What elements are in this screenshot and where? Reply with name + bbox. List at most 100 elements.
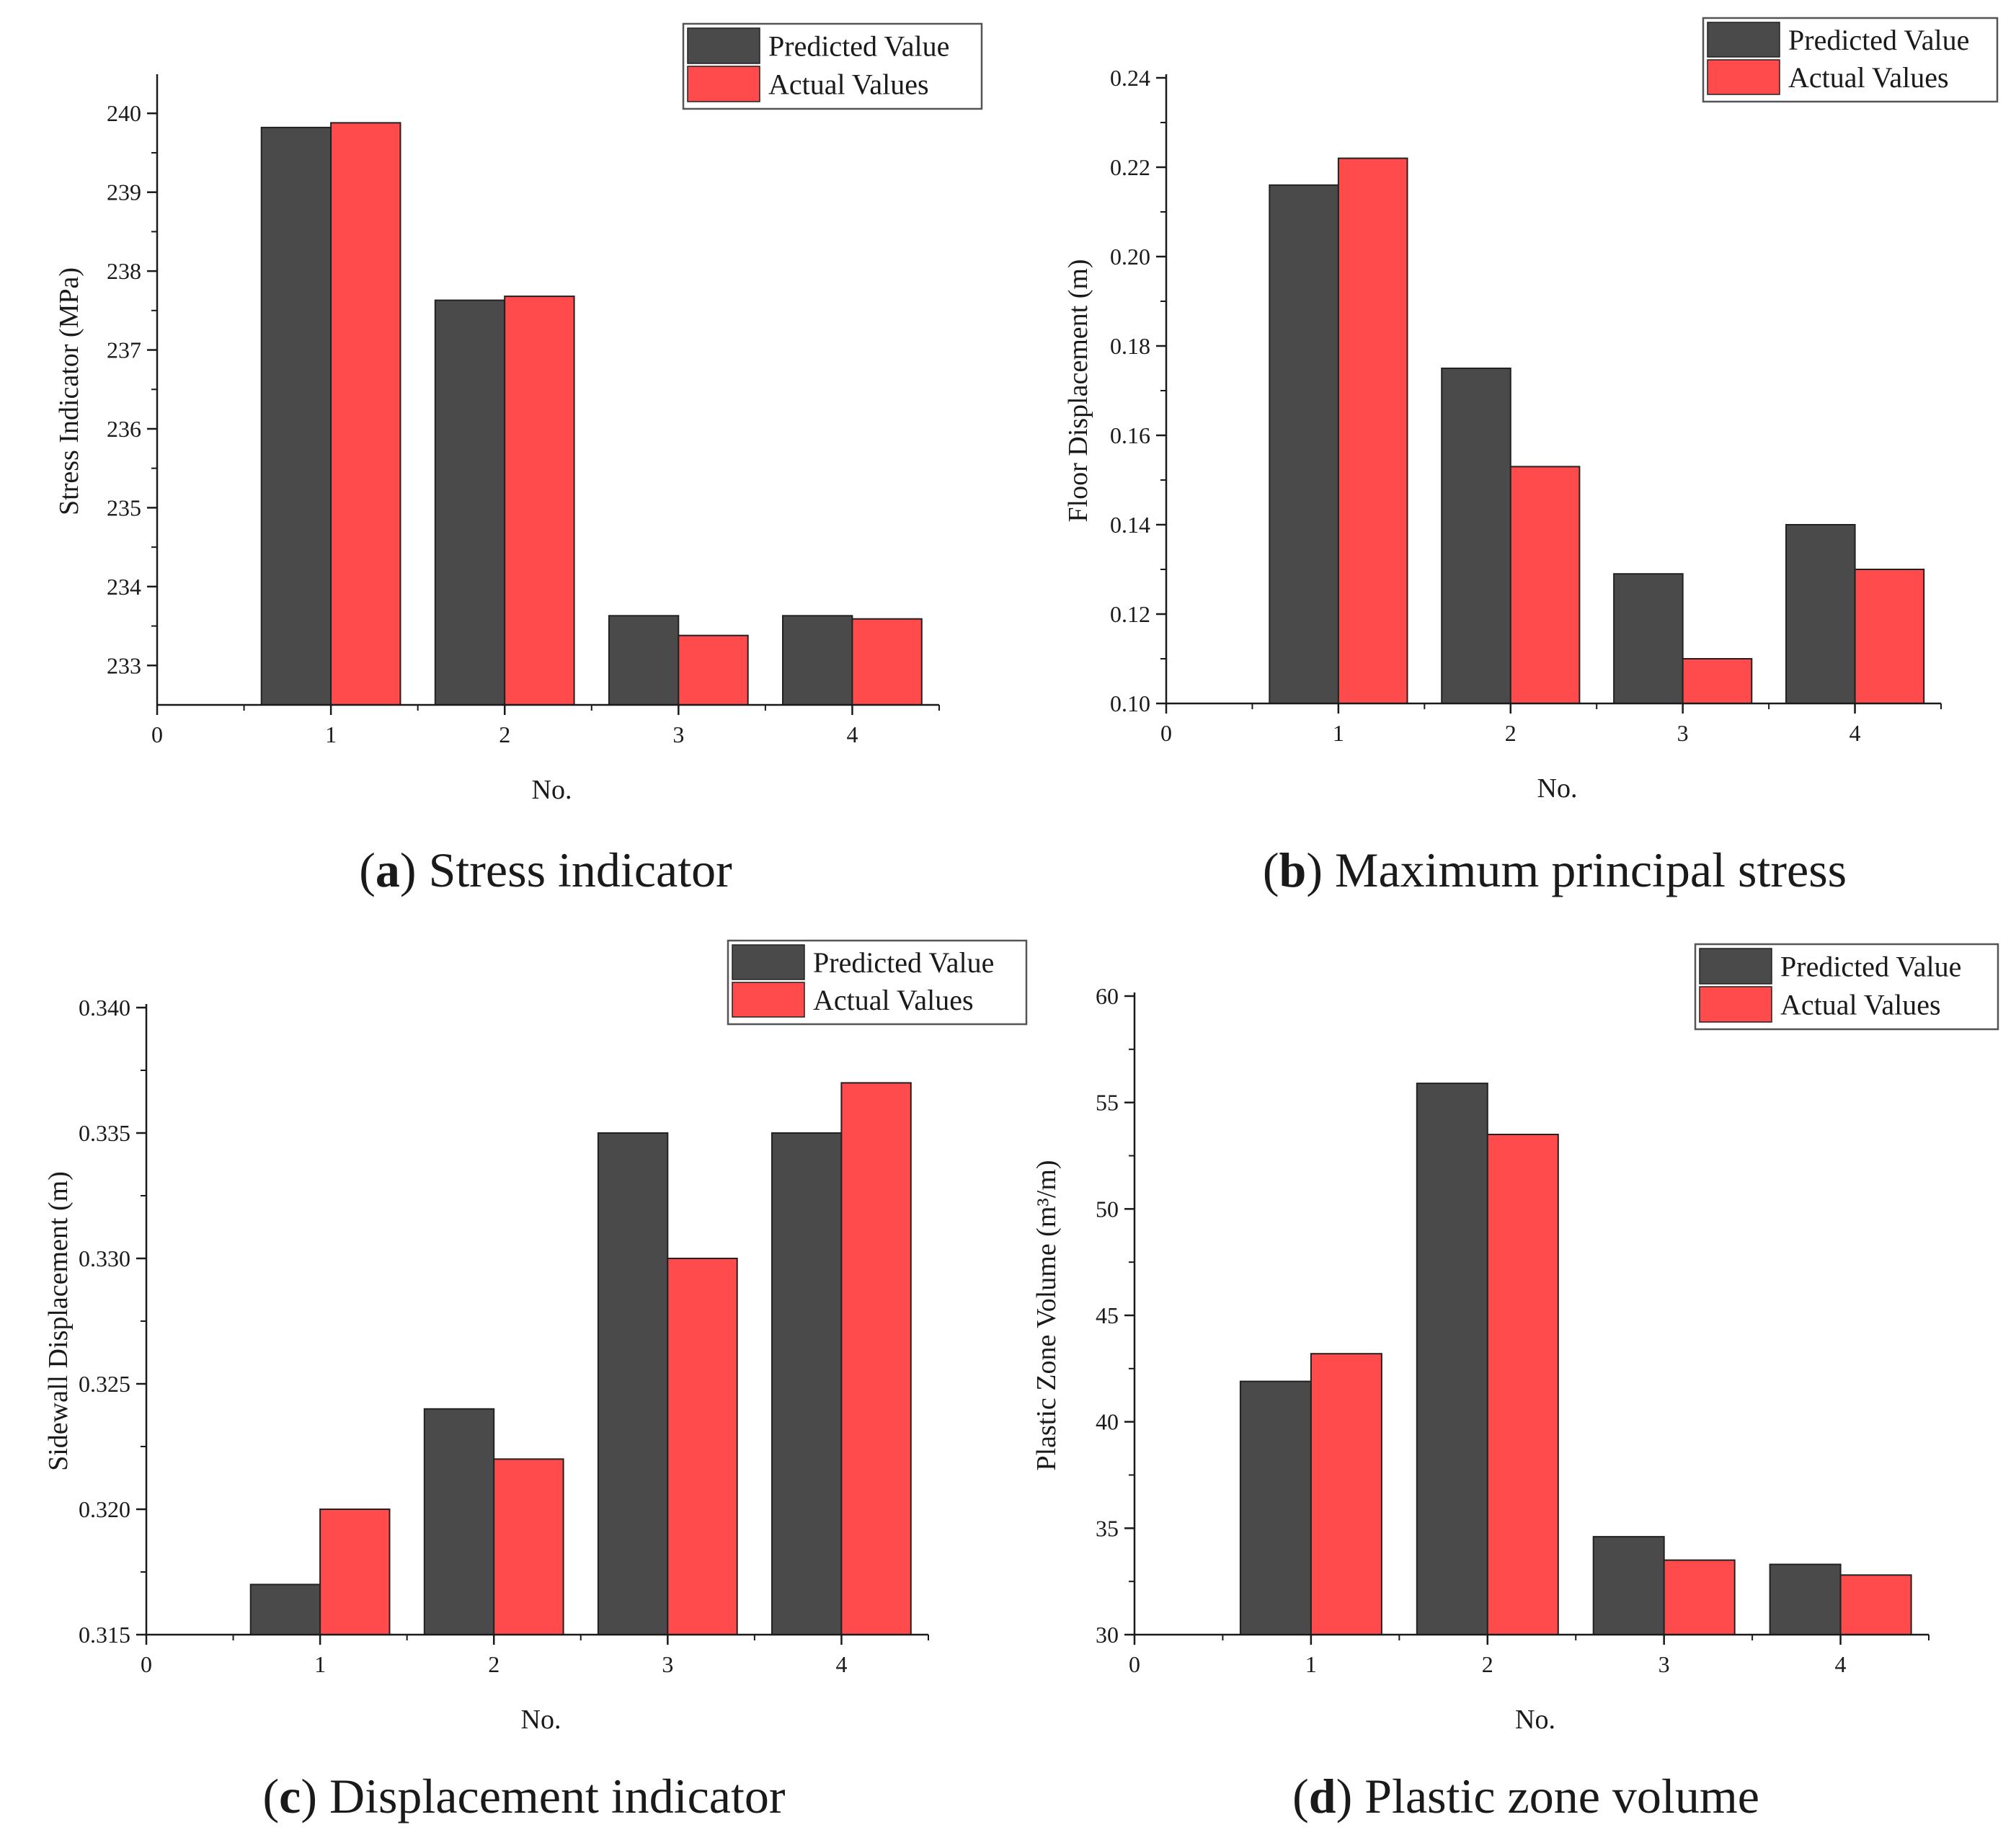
predicted-bar-4	[782, 615, 853, 706]
actual-legend-label: Actual Values	[1780, 989, 1941, 1021]
x-tick-label: 0	[141, 1651, 152, 1677]
predicted-bar-3	[608, 615, 680, 706]
actual-legend-label: Actual Values	[813, 984, 974, 1016]
predicted-bar-1	[260, 126, 332, 706]
actual-legend-swatch	[732, 982, 805, 1018]
y-axis-title: Stress Indicator (MPa)	[54, 267, 84, 515]
actual-bar-4	[851, 618, 923, 706]
y-tick-label: 0.330	[79, 1245, 130, 1271]
panel-caption: (d) Plastic zone volume	[1292, 1769, 1759, 1823]
x-tick-label: 1	[1305, 1651, 1317, 1677]
y-tick-label: 0.24	[1110, 65, 1150, 91]
y-tick-label: 0.12	[1110, 601, 1150, 627]
x-tick-label: 4	[835, 1651, 847, 1677]
actual-bar-3	[1682, 658, 1753, 704]
y-tick-label: 235	[107, 494, 141, 520]
predicted-legend-label: Predicted Value	[813, 946, 994, 979]
x-tick-label: 1	[314, 1651, 326, 1677]
y-tick-label: 0.20	[1110, 244, 1150, 270]
y-tick-label: 233	[107, 652, 141, 678]
chart-panel-b: 0.10 0.12 0.14 0.16 0.18 0.20 0.22 0.24 0 1 2 3 4 No.…	[1063, 17, 1999, 897]
x-tick-label: 4	[1850, 720, 1861, 746]
predicted-bar-2	[434, 299, 506, 706]
x-tick-label: 0	[1160, 720, 1172, 746]
caption-open-paren: (	[262, 1769, 279, 1823]
y-tick-label: 0.14	[1110, 512, 1150, 538]
actual-bar-2	[1509, 466, 1581, 705]
actual-bar-4	[1854, 569, 1925, 704]
x-tick-label: 4	[1835, 1651, 1847, 1677]
y-tick-label: 60	[1096, 983, 1119, 1009]
x-axis-title: No.	[521, 1705, 561, 1735]
actual-bar-4	[1839, 1574, 1912, 1636]
predicted-bar-4	[771, 1132, 843, 1635]
x-tick-label: 2	[488, 1651, 499, 1677]
x-tick-label: 2	[1482, 1651, 1493, 1677]
caption-text: Displacement indicator	[329, 1769, 786, 1823]
actual-legend-swatch	[1699, 986, 1772, 1023]
actual-legend-swatch	[1707, 59, 1780, 95]
predicted-legend-label: Predicted Value	[1780, 951, 1961, 983]
predicted-legend-swatch	[1707, 22, 1780, 58]
actual-bar-1	[330, 122, 401, 706]
actual-bar-2	[493, 1458, 564, 1636]
predicted-bar-1	[1269, 184, 1339, 704]
caption-letter: d	[1309, 1769, 1336, 1823]
caption-close-paren: )	[1336, 1769, 1365, 1823]
y-tick-label: 55	[1096, 1090, 1119, 1116]
x-axis-title: No.	[532, 775, 572, 805]
legend: Predicted Value Actual Values	[727, 939, 1028, 1026]
predicted-legend-swatch	[732, 944, 805, 980]
legend: Predicted Value Actual Values	[682, 22, 983, 110]
caption-close-paren: )	[400, 843, 429, 897]
y-axis-title: Sidewall Displacement (m)	[43, 1171, 74, 1471]
y-axis-title: Plastic Zone Volume (m³/m)	[1031, 1160, 1062, 1470]
y-tick-label: 50	[1096, 1196, 1119, 1222]
legend: Predicted Value Actual Values	[1694, 943, 1999, 1031]
predicted-legend-label: Predicted Value	[1788, 24, 1969, 56]
x-tick-label: 0	[151, 721, 163, 747]
actual-bar-1	[1337, 157, 1408, 705]
caption-text: Stress indicator	[429, 843, 733, 897]
y-tick-label: 45	[1096, 1302, 1119, 1328]
predicted-bar-2	[1416, 1083, 1488, 1635]
x-tick-label: 3	[1658, 1651, 1670, 1677]
actual-bar-2	[504, 296, 575, 706]
caption-close-paren: )	[1306, 843, 1335, 897]
y-tick-label: 239	[107, 179, 141, 205]
predicted-bar-3	[1613, 573, 1684, 705]
y-tick-label: 35	[1096, 1515, 1119, 1541]
y-tick-label: 40	[1096, 1409, 1119, 1435]
caption-open-paren: (	[1292, 1769, 1309, 1823]
caption-open-paren: (	[359, 843, 376, 897]
predicted-bar-4	[1769, 1563, 1842, 1635]
x-tick-label: 3	[672, 721, 684, 747]
x-axis-title: No.	[1537, 773, 1578, 804]
x-tick-label: 2	[1505, 720, 1517, 746]
panel-caption: (a) Stress indicator	[359, 843, 732, 897]
caption-letter: a	[376, 843, 400, 897]
predicted-bar-1	[249, 1583, 321, 1635]
y-tick-label: 240	[107, 100, 141, 126]
predicted-legend-label: Predicted Value	[768, 30, 949, 63]
panel-caption: (c) Displacement indicator	[262, 1769, 785, 1823]
y-tick-label: 236	[107, 416, 141, 442]
actual-legend-label: Actual Values	[1788, 61, 1949, 94]
caption-close-paren: )	[301, 1769, 329, 1823]
y-axis-title: Floor Displacement (m)	[1063, 259, 1093, 522]
x-tick-label: 2	[499, 721, 510, 747]
caption-text: Plastic zone volume	[1364, 1769, 1759, 1823]
caption-open-paren: (	[1263, 843, 1279, 897]
y-tick-label: 238	[107, 258, 141, 284]
y-tick-label: 0.320	[79, 1496, 130, 1522]
panel-caption: (b) Maximum principal stress	[1263, 843, 1847, 897]
legend: Predicted Value Actual Values	[1702, 17, 1999, 103]
x-tick-label: 3	[662, 1651, 673, 1677]
predicted-bar-4	[1785, 524, 1856, 704]
x-axis-title: No.	[1515, 1705, 1555, 1735]
x-tick-label: 0	[1129, 1651, 1140, 1677]
actual-bar-3	[678, 634, 749, 706]
y-tick-label: 0.18	[1110, 333, 1150, 359]
x-tick-label: 4	[846, 721, 858, 747]
